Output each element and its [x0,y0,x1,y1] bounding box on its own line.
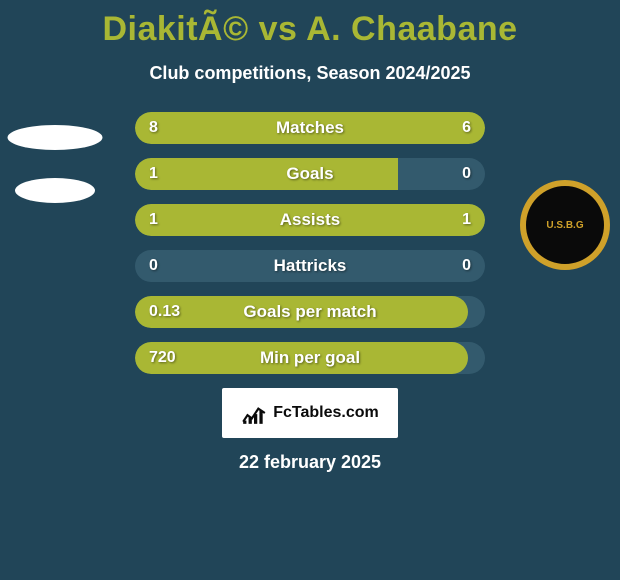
bar-label: Assists [135,204,485,236]
subtitle: Club competitions, Season 2024/2025 [0,63,620,84]
stat-bar: 00Hattricks [135,250,485,282]
avatar-placeholder-shape [15,178,95,203]
stat-bar: 0.13Goals per match [135,296,485,328]
bar-label: Min per goal [135,342,485,374]
stats-bars: 86Matches 10Goals 11Assists 00Hattricks 0.13… [135,112,485,374]
player-avatar-left [0,100,110,210]
club-crest-text: U.S.B.G [546,220,583,231]
bar-label: Goals [135,158,485,190]
stat-bar: 720Min per goal [135,342,485,374]
bar-label: Matches [135,112,485,144]
bar-label: Hattricks [135,250,485,282]
page-title: DiakitÃ© vs A. Chaabane [0,0,620,49]
stat-bar: 11Assists [135,204,485,236]
logo-text: FcTables.com [273,404,379,422]
stat-bar: 86Matches [135,112,485,144]
date-text: 22 february 2025 [0,452,620,473]
stat-bar: 10Goals [135,158,485,190]
player-avatar-right: U.S.B.G [510,170,620,280]
chart-icon [241,400,267,426]
bar-label: Goals per match [135,296,485,328]
club-crest: U.S.B.G [520,180,610,270]
avatar-placeholder-shape [8,125,103,150]
fctables-logo: FcTables.com [222,388,398,438]
